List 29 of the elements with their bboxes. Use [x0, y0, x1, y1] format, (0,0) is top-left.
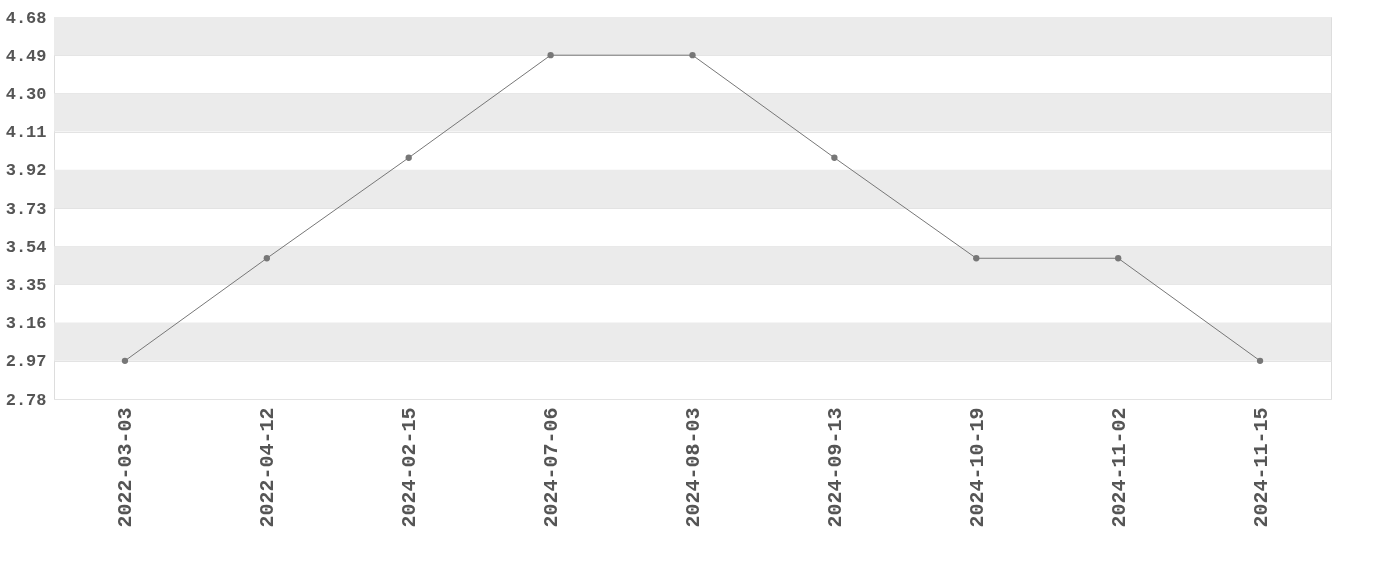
point: [831, 154, 838, 161]
y-tick-label: 3.92: [5, 161, 47, 181]
point: [263, 255, 270, 262]
y-tick-label: 3.54: [5, 237, 47, 257]
y-tick-label: 4.68: [5, 8, 47, 28]
y-tick-label: 4.11: [5, 123, 47, 143]
y-tick-label: 4.49: [5, 46, 47, 66]
x-tick-label: 2024-11-02: [1107, 407, 1131, 528]
point: [405, 154, 412, 161]
y-tick-label: 2.97: [5, 352, 47, 372]
point: [121, 357, 129, 364]
y-tick-label: 3.16: [5, 314, 47, 334]
y-tick-label: 3.73: [5, 199, 47, 219]
point: [1115, 255, 1122, 262]
y-tick-label: 2.78: [5, 390, 47, 410]
y-tick-label: 4.30: [5, 84, 47, 104]
x-tick-label: 2024-08-03: [682, 407, 705, 528]
y-tick-label: 3.35: [5, 275, 47, 295]
x-tick-label: 2024-02-15: [398, 407, 422, 528]
point: [547, 52, 554, 59]
x-tick-label: 2024-09-13: [823, 407, 847, 528]
x-tick-label: 2022-04-12: [256, 407, 280, 528]
x-tick-label: 2024-07-06: [540, 407, 564, 528]
x-tick-label: 2024-11-15: [1249, 407, 1273, 528]
point: [689, 52, 696, 59]
x-tick-label: 2024-10-19: [965, 407, 989, 528]
point: [1256, 357, 1264, 364]
point: [973, 255, 980, 262]
x-tick-label: 2022-03-03: [114, 407, 138, 528]
